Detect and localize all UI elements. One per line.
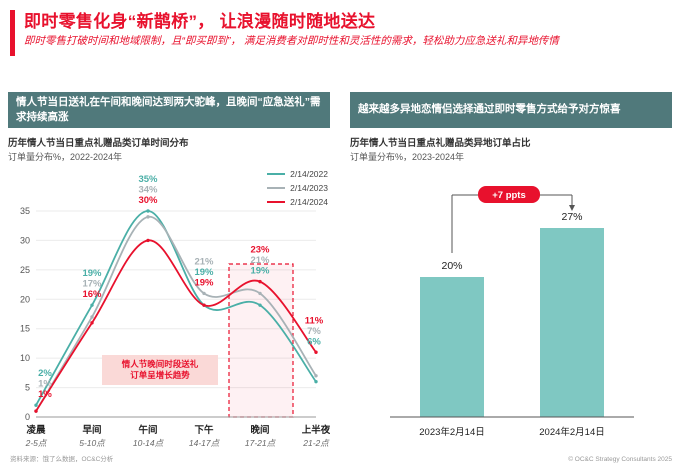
left-panel: 情人节当日送礼在午间和晚间达到两大驼峰，且晚间“应急送礼”需求持续高涨 历年情人… <box>8 92 330 455</box>
legend-item: 2/14/2023 <box>267 183 328 193</box>
svg-text:21%: 21% <box>250 255 270 266</box>
svg-text:早间: 早间 <box>82 424 101 436</box>
svg-text:21%: 21% <box>194 256 214 267</box>
svg-text:2024年2月14日: 2024年2月14日 <box>539 426 604 438</box>
remote-order-chart: 20% 2023年2月14日 27% 2024年2月14日 +7 ppts <box>350 165 672 455</box>
left-panel-header: 情人节当日送礼在午间和晚间达到两大驼峰，且晚间“应急送礼”需求持续高涨 <box>8 92 330 128</box>
legend-item: 2/14/2024 <box>267 197 328 207</box>
svg-text:1%: 1% <box>38 379 52 390</box>
right-panel-header: 越来越多异地恋情侣选择通过即时零售方式给予对方惊喜 <box>350 92 672 128</box>
chart-legend: 2/14/2022 2/14/2023 2/14/2024 <box>267 169 328 211</box>
legend-swatch <box>267 201 286 203</box>
svg-text:27%: 27% <box>561 211 582 223</box>
svg-text:10: 10 <box>20 353 30 363</box>
left-chart-subtitle: 订单量分布%，2022-2024年 <box>8 152 123 162</box>
svg-text:下午: 下午 <box>194 424 214 436</box>
left-chart-title: 历年情人节当日重点礼赠品类订单时间分布 <box>8 138 189 149</box>
svg-text:1%: 1% <box>38 389 52 400</box>
svg-text:16%: 16% <box>82 289 102 300</box>
svg-text:15: 15 <box>20 324 30 334</box>
page-title: 即时零售化身“新鹊桥”， 让浪漫随时随地送达 <box>24 12 376 31</box>
svg-text:19%: 19% <box>194 267 214 278</box>
svg-text:+7 ppts: +7 ppts <box>492 190 526 201</box>
legend-label: 2/14/2024 <box>290 197 328 207</box>
title-accent-bar <box>10 10 15 56</box>
svg-text:订单呈增长趋势: 订单呈增长趋势 <box>130 370 190 380</box>
source-note: 资料来源：饿了么数据，OC&C分析 <box>10 456 114 463</box>
legend-swatch <box>267 173 286 175</box>
svg-text:19%: 19% <box>194 277 214 288</box>
legend-swatch <box>267 187 286 189</box>
svg-text:17-21点: 17-21点 <box>245 438 277 448</box>
time-distribution-chart: 0 5 10 15 20 25 30 35 2% 1% 1% 19% 17% 16% 35% 34% 30% 21… <box>8 165 330 455</box>
remote-order-chart-svg: 20% 2023年2月14日 27% 2024年2月14日 +7 ppts <box>390 186 634 438</box>
svg-text:30%: 30% <box>138 195 158 206</box>
svg-text:10-14点: 10-14点 <box>133 438 165 448</box>
svg-text:5-10点: 5-10点 <box>79 438 106 448</box>
svg-text:凌晨: 凌晨 <box>26 424 46 436</box>
legend-label: 2/14/2022 <box>290 169 328 179</box>
svg-text:2-5点: 2-5点 <box>25 438 48 448</box>
svg-text:上半夜: 上半夜 <box>302 424 330 436</box>
svg-text:0: 0 <box>25 412 30 422</box>
svg-text:35: 35 <box>20 206 30 216</box>
right-chart-title: 历年情人节当日重点礼赠品类异地订单占比 <box>350 138 531 149</box>
svg-text:14-17点: 14-17点 <box>189 438 221 448</box>
copyright-note: © OC&C Strategy Consultants 2025 <box>568 456 672 463</box>
svg-text:7%: 7% <box>307 326 321 337</box>
legend-label: 2/14/2023 <box>290 183 328 193</box>
legend-item: 2/14/2022 <box>267 169 328 179</box>
svg-text:17%: 17% <box>82 279 102 290</box>
svg-text:25: 25 <box>20 265 30 275</box>
svg-text:晚间: 晚间 <box>250 424 269 436</box>
svg-text:2023年2月14日: 2023年2月14日 <box>419 426 484 438</box>
svg-text:情人节晚间时段送礼: 情人节晚间时段送礼 <box>121 359 199 369</box>
svg-text:35%: 35% <box>138 174 158 185</box>
page-subtitle: 即时零售打破时间和地域限制，且“即买即到”， 满足消费者对即时性和灵活性的需求，… <box>24 35 559 47</box>
svg-text:20: 20 <box>20 294 30 304</box>
svg-text:11%: 11% <box>305 315 324 326</box>
svg-text:21-2点: 21-2点 <box>302 438 330 448</box>
svg-text:34%: 34% <box>138 185 158 196</box>
right-panel: 越来越多异地恋情侣选择通过即时零售方式给予对方惊喜 历年情人节当日重点礼赠品类异… <box>350 92 672 455</box>
right-chart-subtitle: 订单量分布%，2023-2024年 <box>350 152 465 162</box>
time-distribution-chart-svg: 051015202530352%1%1%19%17%16%35%34%30%21… <box>20 174 330 448</box>
svg-text:午间: 午间 <box>138 424 157 436</box>
svg-text:30: 30 <box>20 235 30 245</box>
svg-text:5: 5 <box>25 383 30 393</box>
svg-text:19%: 19% <box>250 266 270 277</box>
svg-text:20%: 20% <box>441 260 462 272</box>
svg-text:19%: 19% <box>82 268 102 279</box>
svg-text:23%: 23% <box>250 245 270 256</box>
svg-text:2%: 2% <box>38 368 52 379</box>
svg-text:6%: 6% <box>307 336 321 347</box>
